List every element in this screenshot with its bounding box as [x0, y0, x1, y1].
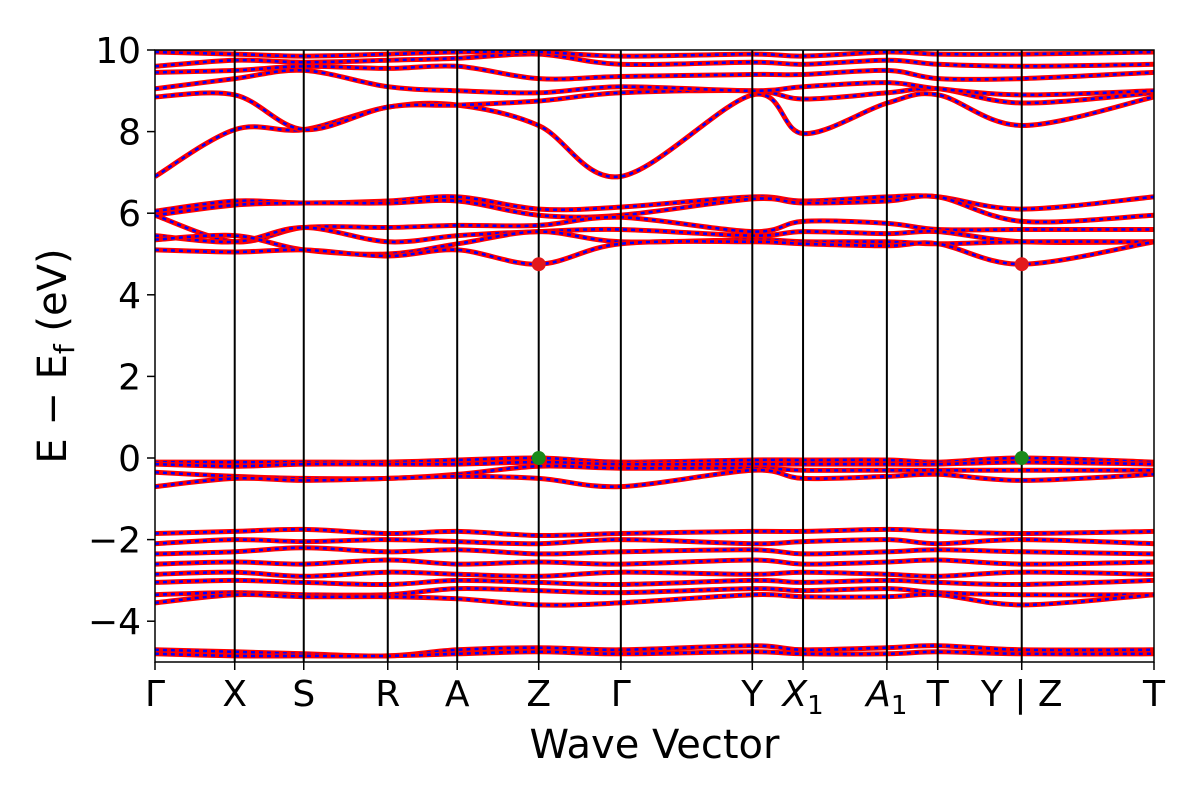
high-symmetry-lines [233, 50, 1023, 662]
vbm-marker [1014, 451, 1029, 465]
band-line-dashed [155, 240, 1154, 266]
band-line-dashed [155, 644, 1154, 658]
x-tick-label: Γ [145, 674, 165, 715]
band-line-dashed [155, 570, 1154, 578]
x-axis-ticks: Γ X S R A Z Γ Y X1 A1 T Y | Z T [145, 662, 1166, 721]
x-tick-label: Γ [611, 674, 631, 715]
band-line-dashed [155, 64, 1154, 81]
x-tick-label: X [222, 674, 247, 715]
cbm-marker [1014, 257, 1029, 272]
y-tick-label: −4 [88, 602, 141, 643]
y-axis-title-unit: (eV) [30, 248, 76, 344]
band-line [155, 238, 1154, 267]
x-tick-label: Y [740, 674, 764, 715]
x-tick-label: A1 [864, 674, 907, 721]
band-line-dashed [155, 538, 1154, 545]
x-tick-label: T [1142, 674, 1166, 715]
band-line-dashed [155, 68, 1154, 97]
x-tick-label: Y | Z [980, 674, 1063, 715]
cbm-marker [531, 257, 546, 272]
band-line-dashed [155, 226, 1154, 244]
band-line-dashed [155, 52, 1154, 68]
y-tick-label: 6 [118, 194, 141, 235]
band-line-dashed [155, 546, 1154, 556]
x-tick-label: S [292, 674, 315, 715]
plot-frame [154, 49, 1155, 663]
y-axis-title-subscript: f [48, 343, 81, 354]
y-axis-title-main: E − E [30, 354, 76, 464]
band-line-dashed [155, 460, 1154, 468]
band-line-dashed [155, 650, 1154, 658]
x-tick-label: A [445, 674, 470, 715]
y-axis-ticks: −4 −2 0 2 4 6 8 10 [88, 31, 155, 643]
x-tick-label: Z [526, 674, 551, 715]
band-line-dashed [155, 587, 1154, 597]
y-tick-label: 8 [118, 113, 141, 154]
band-line [155, 91, 1154, 180]
x-tick-label: X1 [780, 674, 823, 721]
y-tick-label: 0 [118, 439, 141, 480]
y-tick-label: 4 [118, 276, 141, 317]
band-line-dashed [155, 92, 1154, 178]
band-line-dashed [155, 579, 1154, 586]
band-line-dashed [155, 528, 1154, 537]
y-axis-title: E − Ef (eV) [30, 248, 81, 463]
vbm-marker [531, 451, 546, 465]
y-tick-label: 2 [118, 357, 141, 398]
x-tick-label: T [926, 674, 950, 715]
band-line-dashed [155, 468, 1154, 488]
band-line [155, 463, 1154, 482]
band-lines [155, 50, 1154, 659]
x-axis-title: Wave Vector [530, 722, 781, 768]
band-line-dashed [155, 558, 1154, 566]
x-tick-label: R [375, 674, 400, 715]
band-edge-markers [531, 257, 1029, 465]
y-tick-label: −2 [88, 521, 141, 562]
band-line-dashed [155, 50, 1154, 58]
band-line-dashed [155, 194, 1154, 224]
y-tick-label: 10 [95, 31, 141, 72]
band-line-dashed [155, 593, 1154, 607]
